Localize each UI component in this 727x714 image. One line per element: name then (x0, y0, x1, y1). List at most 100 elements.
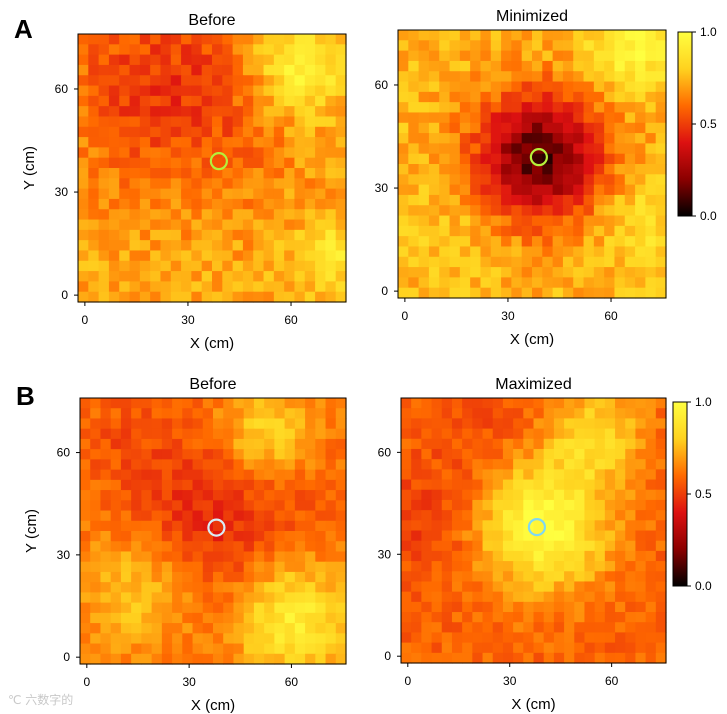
heatmap-cell (614, 184, 626, 196)
heatmap-cell (418, 164, 430, 175)
heatmap-cell (223, 541, 235, 553)
heatmap-cell (213, 438, 224, 450)
heatmap-cell (441, 540, 453, 552)
y-tick-label: 0 (61, 288, 68, 302)
heatmap-cell (482, 550, 494, 562)
heatmap-cell (315, 479, 327, 491)
heatmap-cell (645, 499, 657, 511)
heatmap-cell (120, 408, 132, 420)
heatmap-cell (325, 561, 337, 573)
heatmap-cell (655, 60, 667, 72)
heatmap-cell (315, 85, 326, 97)
heatmap-cell (242, 106, 254, 118)
heatmap-cell (553, 469, 565, 481)
heatmap-cell (593, 215, 605, 227)
heatmap-cell (335, 551, 347, 563)
heatmap-cell (160, 64, 172, 76)
heatmap-cell (139, 281, 151, 293)
heatmap-cell (624, 194, 636, 206)
heatmap-cell (521, 71, 533, 83)
heatmap-cell (273, 271, 285, 282)
heatmap-cell (304, 198, 316, 210)
heatmap-cell (192, 623, 204, 634)
heatmap-cell (213, 612, 224, 624)
heatmap-cell (223, 520, 235, 532)
heatmap-cell (645, 174, 657, 186)
heatmap-cell (594, 469, 606, 481)
heatmap-cell (615, 398, 626, 409)
heatmap-cell (294, 147, 306, 159)
heatmap-cell (583, 267, 595, 278)
heatmap-cell (625, 561, 637, 572)
heatmap-cell (408, 122, 420, 134)
heatmap-cell (583, 225, 595, 237)
heatmap-cell (624, 60, 636, 72)
heatmap-cell (428, 205, 440, 217)
heatmap-cell (533, 642, 545, 654)
heatmap-cell (492, 459, 504, 470)
heatmap-cell (615, 418, 626, 430)
heatmap-cell (439, 236, 451, 248)
heatmap-cell (604, 174, 616, 186)
heatmap-cell (119, 188, 131, 200)
heatmap-cell (408, 225, 420, 237)
heatmap-cell (80, 520, 91, 532)
heatmap-cell (80, 633, 91, 645)
heatmap-cell (294, 449, 306, 460)
heatmap-cell (428, 102, 440, 114)
heatmap-cell (451, 642, 463, 654)
heatmap-cell (253, 137, 265, 148)
heatmap-cell (552, 246, 564, 258)
heatmap-cell (315, 520, 327, 532)
heatmap-cell (131, 520, 142, 532)
y-tick-label: 0 (381, 284, 388, 298)
heatmap-cell (274, 449, 286, 460)
heatmap-cell (451, 469, 463, 481)
heatmap-cell (139, 147, 151, 159)
heatmap-cell (284, 229, 296, 241)
heatmap-cell (398, 246, 409, 258)
heatmap-cell (584, 520, 596, 532)
heatmap-cell (543, 652, 555, 664)
heatmap-cell (573, 153, 585, 165)
heatmap-cell (222, 34, 234, 45)
heatmap-cell (462, 632, 473, 644)
heatmap-cell (172, 459, 183, 471)
heatmap-cell (305, 633, 316, 645)
heatmap-cell (533, 520, 545, 532)
heatmap-cell (502, 469, 514, 481)
heatmap-cell (562, 30, 574, 41)
heatmap-cell (294, 571, 306, 583)
heatmap-cell (584, 438, 596, 450)
heatmap-cell (325, 531, 337, 542)
heatmap-cell (645, 540, 657, 552)
heatmap-cell (170, 116, 182, 128)
heatmap-cell (624, 122, 636, 134)
heatmap-cell (583, 133, 595, 144)
heatmap-cell (645, 612, 657, 623)
heatmap-cell (264, 612, 275, 624)
heatmap-cell (615, 632, 626, 644)
heatmap-cell (170, 188, 182, 200)
heatmap-cell (335, 281, 347, 293)
heatmap-cell (451, 438, 463, 450)
heatmap-cell (564, 428, 575, 440)
heatmap-cell (431, 540, 443, 552)
heatmap-cell (553, 438, 565, 450)
heatmap-cell (222, 291, 234, 303)
heatmap-cell (274, 520, 286, 532)
heatmap-cell (521, 287, 533, 299)
heatmap-cell (160, 106, 172, 118)
heatmap-cell (78, 157, 89, 169)
heatmap-cell (120, 612, 132, 624)
heatmap-cell (635, 540, 647, 552)
heatmap-cell (294, 500, 306, 512)
heatmap-cell (552, 256, 564, 268)
heatmap-cell (594, 510, 606, 521)
heatmap-cell (284, 479, 296, 491)
heatmap-cell (542, 153, 554, 165)
heatmap-cell (604, 277, 616, 289)
heatmap-cell (451, 632, 463, 644)
heatmap-cell (521, 277, 533, 289)
y-tick-label: 60 (375, 78, 389, 92)
